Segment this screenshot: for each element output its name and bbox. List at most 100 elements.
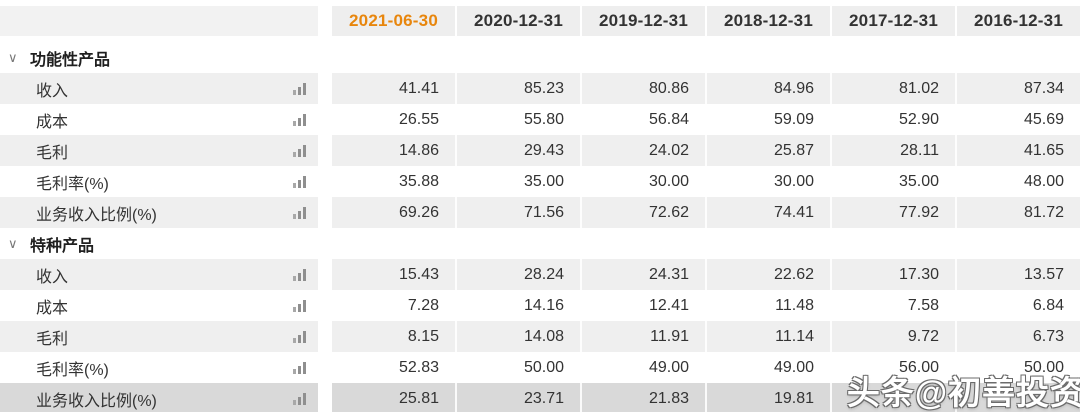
value-cell	[955, 383, 1080, 412]
row-label-cell: 毛利	[0, 135, 318, 166]
column-headers: 2021-06-30 2020-12-31 2019-12-31 2018-12-31…	[332, 6, 1080, 36]
bar-chart-icon[interactable]	[293, 331, 306, 343]
value-cell	[830, 228, 955, 259]
value-cell: 30.00	[705, 166, 830, 197]
bar-chart-icon[interactable]	[293, 269, 306, 281]
value-cell	[332, 228, 455, 259]
bar-chart-icon[interactable]	[293, 176, 306, 188]
value-cell: 26.55	[398, 110, 439, 128]
value-cell	[705, 228, 830, 259]
column-header-2020-12-31[interactable]: 2020-12-31	[455, 6, 580, 36]
row-cells: 26.55 55.80 56.84 59.09 52.90 45.69	[332, 104, 1080, 135]
row-label: 业务收入比例(%)	[36, 206, 157, 224]
bar-chart-icon[interactable]	[293, 362, 306, 374]
row-cells: 7.28 14.16 12.41 11.48 7.58 6.84	[332, 290, 1080, 321]
value-cell: 24.31	[580, 259, 705, 290]
value-cell: 7.58	[830, 290, 955, 321]
column-header-2019-12-31[interactable]: 2019-12-31	[580, 6, 705, 36]
value-cell: 17.30	[830, 259, 955, 290]
row-cells: 35.88 35.00 30.00 30.00 35.00 48.00	[332, 166, 1080, 197]
value-cell: 84.96	[705, 73, 830, 104]
value-cell: 22.62	[705, 259, 830, 290]
group-header-row-功能性产品[interactable]: ∨ 功能性产品	[0, 42, 1080, 73]
value-cell: 11.14	[705, 321, 830, 352]
row-cells: 15.43 28.24 24.31 22.62 17.30 13.57	[332, 259, 1080, 290]
row-label: 毛利率(%)	[36, 175, 109, 193]
value-cell	[955, 42, 1080, 73]
value-cell: 11.91	[580, 321, 705, 352]
row-label: 成本	[36, 113, 69, 131]
corner-cell	[0, 6, 318, 36]
value-cell: 28.11	[830, 135, 955, 166]
row-label: 业务收入比例(%)	[36, 392, 157, 410]
value-cell: 14.16	[455, 290, 580, 321]
row-cells: 52.83 50.00 49.00 49.00 56.00 50.00	[332, 352, 1080, 383]
row-label: 毛利	[36, 144, 69, 162]
value-cell	[455, 42, 580, 73]
bar-chart-icon[interactable]	[293, 393, 306, 405]
bar-chart-icon[interactable]	[293, 207, 306, 219]
column-header-2016-12-31[interactable]: 2016-12-31	[955, 6, 1080, 36]
value-cell: 15.43	[332, 259, 455, 290]
value-cell	[955, 228, 1080, 259]
value-cell: 81.72	[955, 197, 1080, 228]
value-cell: 71.56	[455, 197, 580, 228]
bar-chart-icon[interactable]	[293, 300, 306, 312]
value-cell: 35.00	[830, 166, 955, 197]
table-row-毛利率(%): 毛利率(%) 52.83 50.00 49.00 49.00 56.00 50.00	[0, 352, 1080, 383]
table-row-收入: 收入 41.41 85.23 80.86 84.96 81.02 87.34	[0, 73, 1080, 104]
collapse-chevron-icon[interactable]: ∨	[8, 49, 18, 65]
value-cell: 41.65	[955, 135, 1080, 166]
value-cell	[705, 42, 830, 73]
value-cell: 72.62	[580, 197, 705, 228]
value-cell: 6.84	[955, 290, 1080, 321]
value-cell	[830, 383, 955, 412]
group-header-row-特种产品[interactable]: ∨ 特种产品	[0, 228, 1080, 259]
bar-chart-icon[interactable]	[293, 114, 306, 126]
value-cell: 35.00	[455, 166, 580, 197]
value-cell: 59.09	[705, 104, 830, 135]
value-cell: 21.83	[580, 383, 705, 412]
table-row-毛利率(%): 毛利率(%) 35.88 35.00 30.00 30.00 35.00 48.00	[0, 166, 1080, 197]
row-label-cell: 毛利率(%)	[0, 166, 318, 197]
bar-chart-icon[interactable]	[293, 145, 306, 157]
value-cell: 13.57	[955, 259, 1080, 290]
value-cell: 12.41	[580, 290, 705, 321]
value-cell: 19.81	[705, 383, 830, 412]
value-cell: 8.15	[332, 321, 455, 352]
value-cell	[580, 228, 705, 259]
value-cell: 69.26	[332, 197, 455, 228]
value-cell: 56.84	[580, 104, 705, 135]
value-cell: 7.28	[407, 296, 439, 314]
value-cell: 41.41	[332, 73, 455, 104]
column-header-2021-06-30[interactable]: 2021-06-30	[332, 6, 455, 36]
column-header-2018-12-31[interactable]: 2018-12-31	[705, 6, 830, 36]
table-row-收入: 收入 15.43 28.24 24.31 22.62 17.30 13.57	[0, 259, 1080, 290]
collapse-chevron-icon[interactable]: ∨	[8, 235, 18, 251]
table-row-毛利: 毛利 8.15 14.08 11.91 11.14 9.72 6.73	[0, 321, 1080, 352]
group-empty-cells	[332, 42, 1080, 73]
group-label-cell: ∨ 功能性产品	[0, 42, 318, 73]
value-cell: 24.02	[580, 135, 705, 166]
value-cell	[332, 42, 455, 73]
group-label: 特种产品	[30, 237, 95, 255]
value-cell: 81.02	[830, 73, 955, 104]
value-cell: 11.48	[705, 290, 830, 321]
value-cell: 45.69	[955, 104, 1080, 135]
value-cell: 55.80	[455, 104, 580, 135]
group-label: 功能性产品	[30, 51, 111, 69]
group-label-cell: ∨ 特种产品	[0, 228, 318, 259]
row-cells: 14.86 29.43 24.02 25.87 28.11 41.65	[332, 135, 1080, 166]
value-cell: 50.00	[455, 352, 580, 383]
table-row-业务收入比例(%): 业务收入比例(%) 69.26 71.56 72.62 74.41 77.92 81.72	[0, 197, 1080, 228]
value-cell	[830, 42, 955, 73]
column-header-2017-12-31[interactable]: 2017-12-31	[830, 6, 955, 36]
row-label: 毛利	[36, 330, 69, 348]
value-cell: 77.92	[830, 197, 955, 228]
value-cell: 80.86	[580, 73, 705, 104]
bar-chart-icon[interactable]	[293, 83, 306, 95]
value-cell: 14.08	[455, 321, 580, 352]
row-cells: 25.81 23.71 21.83 19.81	[332, 383, 1080, 412]
row-cells: 8.15 14.08 11.91 11.14 9.72 6.73	[332, 321, 1080, 352]
table-row-毛利: 毛利 14.86 29.43 24.02 25.87 28.11 41.65	[0, 135, 1080, 166]
